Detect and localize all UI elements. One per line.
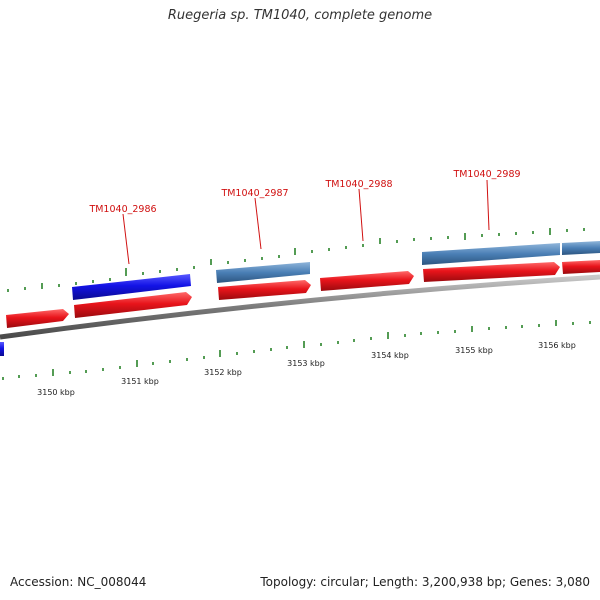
scale-label-3150: 3150 kbp: [37, 388, 75, 397]
upper-tick-row: [7, 228, 585, 292]
cds-arrow-3[interactable]: [218, 280, 311, 300]
map-title: Ruegeria sp. TM1040, complete genome: [167, 8, 433, 23]
scale-label-3155: 3155 kbp: [455, 346, 493, 355]
scale-label-3151: 3151 kbp: [121, 377, 159, 386]
cds-arrow-6[interactable]: [562, 260, 600, 274]
cds-arrow-2[interactable]: [74, 292, 192, 318]
cds-arrow-4[interactable]: [320, 271, 414, 291]
scale-label-3156: 3156 kbp: [538, 341, 576, 350]
genome-summary-text: Topology: circular; Length: 3,200,938 bp…: [260, 575, 590, 589]
gene-feature-right-edge[interactable]: [562, 241, 600, 255]
gene-label-tm1040-2986[interactable]: TM1040_2986: [88, 204, 156, 215]
scale-label-3154: 3154 kbp: [371, 351, 409, 360]
gene-feature-tm1040-2989[interactable]: [422, 243, 560, 265]
genome-backbone: [0, 274, 600, 340]
cds-arrow-5[interactable]: [423, 262, 560, 282]
gene-label-tm1040-2989[interactable]: TM1040_2989: [452, 169, 520, 180]
cds-arrow-1[interactable]: [6, 309, 69, 328]
gene-label-tm1040-2987[interactable]: TM1040_2987: [220, 188, 288, 199]
lower-tick-row: [2, 320, 591, 380]
gene-feature-left-edge[interactable]: [0, 342, 4, 356]
scale-label-3153: 3153 kbp: [287, 359, 325, 368]
gene-feature-tm1040-2987[interactable]: [216, 262, 310, 283]
gene-label-leaders: [122, 179, 490, 265]
scale-label-3152: 3152 kbp: [204, 368, 242, 377]
gene-feature-tm1040-2986[interactable]: [72, 274, 191, 300]
accession-text: Accession: NC_008044: [10, 575, 147, 589]
gene-label-tm1040-2988[interactable]: TM1040_2988: [324, 179, 392, 190]
